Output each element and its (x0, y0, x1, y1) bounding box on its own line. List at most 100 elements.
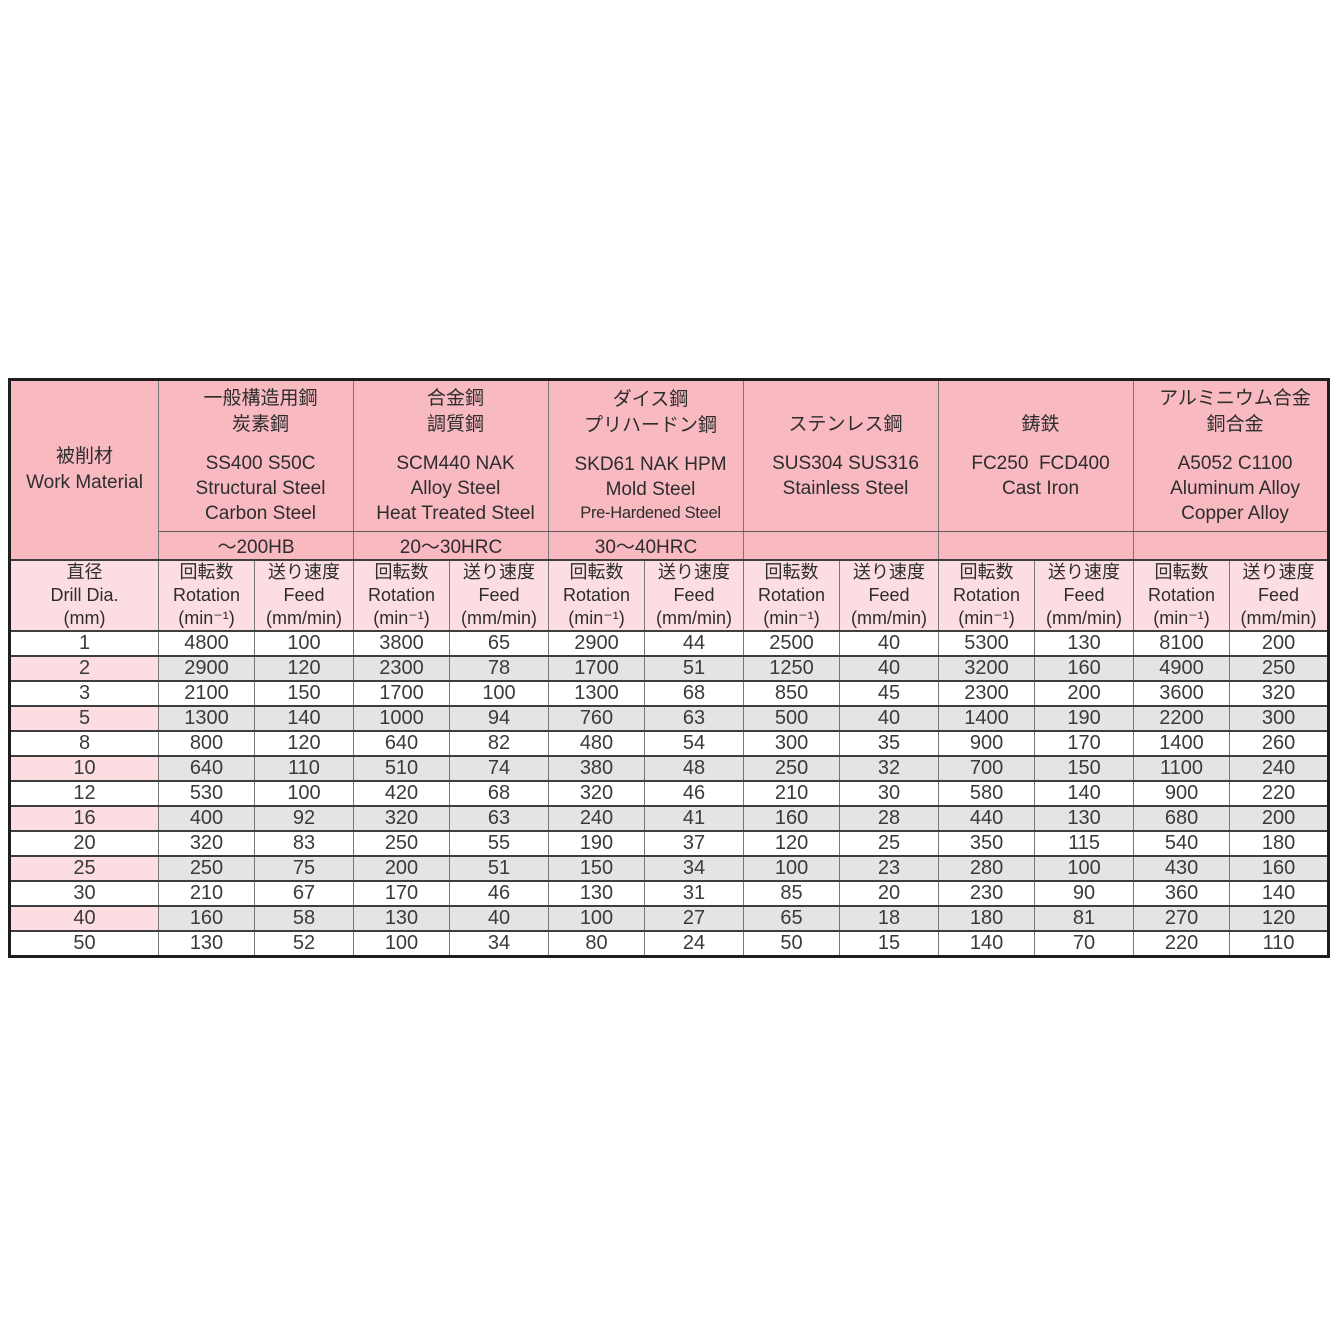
rotation-value-cell: 1700 (353, 680, 450, 707)
feed-value-cell: 58 (254, 905, 354, 932)
rotation-value-cell: 1400 (1133, 730, 1231, 757)
feed-value-cell: 35 (839, 730, 940, 757)
rotation-value-cell: 8100 (1133, 630, 1231, 657)
feed-value-cell: 120 (254, 655, 354, 682)
feed-value-cell: 75 (254, 855, 354, 882)
feed-value-cell: 51 (449, 855, 549, 882)
feed-value-cell: 46 (449, 880, 549, 907)
table-row: 1 4800 100 3800 65 2900 44 2500 40 5300 130 8100 200 (9, 630, 1330, 657)
feed-value-cell: 63 (643, 705, 745, 732)
feed-value-cell: 70 (1034, 930, 1135, 958)
rotation-value-cell: 190 (548, 830, 645, 857)
feed-value-cell: 40 (449, 905, 549, 932)
feed-value-cell: 20 (839, 880, 940, 907)
feed-value-cell: 15 (839, 930, 940, 958)
drill-dia-header-cell: 直径 Drill Dia. (mm) (9, 559, 159, 632)
feed-value-cell: 32 (839, 755, 940, 782)
rotation-value-cell: 320 (353, 805, 450, 832)
drill-dia-cell: 2 (9, 655, 159, 682)
material-en-name: SKD61 NAK HPM Mold Steel (574, 454, 727, 500)
rotation-header-cell: 回転数 Rotation (min⁻¹) (938, 559, 1036, 632)
rotation-value-cell: 2100 (158, 680, 255, 707)
rotation-value-cell: 900 (1133, 780, 1231, 807)
feed-value-cell: 78 (449, 655, 549, 682)
material-header-cast-iron: 鋳鉄 FC250 FCD400 Cast Iron (938, 378, 1135, 532)
drilling-conditions-table-wrap: 被削材 Work Material 一般構造用鋼 炭素鋼 SS400 S50C … (8, 378, 1330, 958)
rotation-value-cell: 80 (548, 930, 645, 958)
feed-value-cell: 100 (254, 630, 354, 657)
feed-value-cell: 260 (1229, 730, 1330, 757)
material-en-note: Pre-Hardened Steel (580, 504, 721, 522)
material-en-name: SCM440 NAK Alloy Steel Heat Treated Stee… (376, 453, 535, 524)
rotation-value-cell: 2900 (548, 630, 645, 657)
rotation-header-cell: 回転数 Rotation (min⁻¹) (158, 559, 255, 632)
feed-value-cell: 28 (839, 805, 940, 832)
rotation-value-cell: 700 (938, 755, 1036, 782)
feed-value-cell: 40 (839, 705, 940, 732)
rotation-value-cell: 210 (743, 780, 841, 807)
feed-value-cell: 74 (449, 755, 549, 782)
rotation-value-cell: 250 (353, 830, 450, 857)
material-en-name: SS400 S50C Structural Steel Carbon Steel (195, 453, 326, 524)
feed-value-cell: 54 (643, 730, 745, 757)
feed-value-cell: 130 (1034, 805, 1135, 832)
feed-value-cell: 52 (254, 930, 354, 958)
rotation-value-cell: 430 (1133, 855, 1231, 882)
feed-header-cell: 送り速度 Feed (mm/min) (449, 559, 549, 632)
rotation-value-cell: 50 (743, 930, 841, 958)
rotation-value-cell: 200 (353, 855, 450, 882)
rotation-value-cell: 170 (353, 880, 450, 907)
rotation-value-cell: 180 (938, 905, 1036, 932)
rotation-value-cell: 1300 (158, 705, 255, 732)
material-jp-name: 一般構造用鋼 炭素鋼 (203, 388, 318, 435)
rotation-value-cell: 4900 (1133, 655, 1231, 682)
feed-value-cell: 23 (839, 855, 940, 882)
material-jp-name: ステンレス鋼 (788, 413, 903, 435)
feed-value-cell: 40 (839, 655, 940, 682)
feed-value-cell: 240 (1229, 755, 1330, 782)
feed-value-cell: 180 (1229, 830, 1330, 857)
drill-dia-cell: 8 (9, 730, 159, 757)
material-header-stainless-steel: ステンレス鋼 SUS304 SUS316 Stainless Steel (743, 378, 940, 532)
hardness-cell (743, 531, 940, 561)
feed-value-cell: 170 (1034, 730, 1135, 757)
drill-dia-cell: 30 (9, 880, 159, 907)
hardness-cell (1133, 531, 1330, 561)
feed-value-cell: 160 (1229, 855, 1330, 882)
drill-dia-cell: 20 (9, 830, 159, 857)
feed-value-cell: 250 (1229, 655, 1330, 682)
table-row: 12 530 100 420 68 320 46 210 30 580 140 900 220 (9, 780, 1330, 807)
hardness-cell: 20～30HRC (353, 531, 549, 561)
feed-value-cell: 120 (1229, 905, 1330, 932)
rotation-value-cell: 640 (158, 755, 255, 782)
feed-value-cell: 100 (449, 680, 549, 707)
rotation-value-cell: 320 (548, 780, 645, 807)
hardness-cell (938, 531, 1135, 561)
feed-value-cell: 68 (449, 780, 549, 807)
rotation-value-cell: 2300 (353, 655, 450, 682)
rotation-value-cell: 270 (1133, 905, 1231, 932)
material-jp-name: 鋳鉄 (1021, 413, 1060, 435)
rotation-value-cell: 1000 (353, 705, 450, 732)
feed-value-cell: 220 (1229, 780, 1330, 807)
material-header-row: 被削材 Work Material 一般構造用鋼 炭素鋼 SS400 S50C … (9, 378, 1330, 561)
table-row: 40 160 58 130 40 100 27 65 18 180 81 270 120 (9, 905, 1330, 932)
rotation-value-cell: 380 (548, 755, 645, 782)
rotation-value-cell: 100 (743, 855, 841, 882)
rotation-value-cell: 1400 (938, 705, 1036, 732)
rotation-value-cell: 2900 (158, 655, 255, 682)
rotation-value-cell: 320 (158, 830, 255, 857)
table-row: 30 210 67 170 46 130 31 85 20 230 90 360 140 (9, 880, 1330, 907)
feed-value-cell: 44 (643, 630, 745, 657)
feed-value-cell: 150 (254, 680, 354, 707)
hardness-cell: 30～40HRC (547, 531, 745, 561)
rotation-value-cell: 530 (158, 780, 255, 807)
rotation-value-cell: 400 (158, 805, 255, 832)
feed-value-cell: 46 (643, 780, 745, 807)
feed-value-cell: 34 (449, 930, 549, 958)
material-header-carbon-steel: 一般構造用鋼 炭素鋼 SS400 S50C Structural Steel C… (158, 378, 354, 532)
feed-value-cell: 120 (254, 730, 354, 757)
rotation-value-cell: 300 (743, 730, 841, 757)
feed-value-cell: 190 (1034, 705, 1135, 732)
rotation-value-cell: 1100 (1133, 755, 1231, 782)
